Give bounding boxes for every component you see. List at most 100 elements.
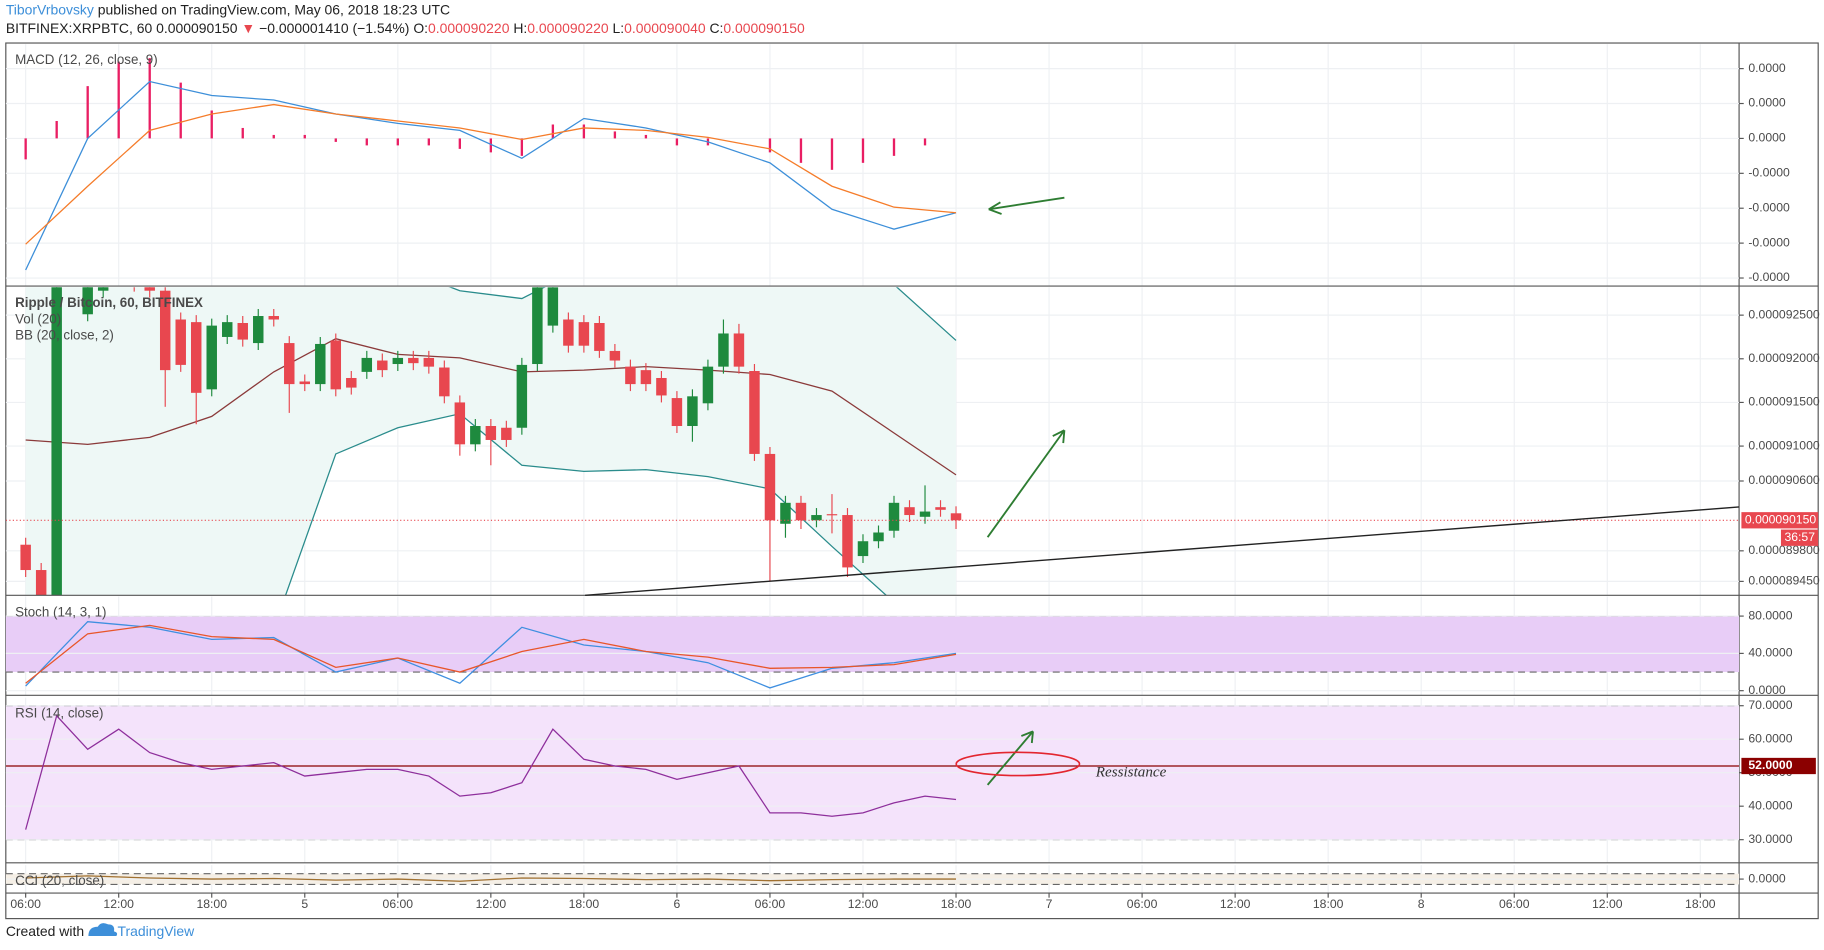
l-label: L: — [613, 20, 625, 36]
x-tick-label: 18:00 — [569, 897, 600, 911]
x-tick-label: 06:00 — [1499, 897, 1530, 911]
y-tick-label: 30.0000 — [1748, 832, 1792, 846]
candle-body — [222, 322, 233, 337]
series-line — [25, 338, 957, 476]
symbol: BITFINEX:XRPBTC, 60 — [6, 20, 153, 36]
candle-body — [501, 427, 512, 440]
x-tick-label: 06:00 — [383, 897, 414, 911]
x-tick-label: 6 — [674, 897, 681, 911]
y-tick-label: 40.0000 — [1748, 646, 1792, 660]
candle-body — [640, 370, 652, 385]
candle-body — [857, 541, 869, 557]
footer-created: Created with — [6, 923, 84, 939]
y-tick-label: 0.000091500 — [1748, 395, 1819, 409]
change: −0.000001410 (−1.54%) — [259, 20, 409, 36]
candle-body — [826, 514, 838, 516]
footer-brand[interactable]: TradingView — [117, 923, 195, 939]
y-tick-label: -0.0000 — [1748, 200, 1790, 214]
series-line — [25, 621, 957, 689]
candle-body — [268, 316, 279, 320]
candle-body — [547, 287, 559, 326]
o-value: 0.000090220 — [428, 20, 510, 36]
candle-body — [159, 290, 171, 371]
trendline — [585, 506, 1740, 597]
panel-title: Ripple / Bitcoin, 60, BITFINEX — [15, 295, 203, 310]
panel — [5, 267, 1740, 596]
published: published on TradingView.com, May 06, 20… — [98, 1, 450, 17]
candle-body — [423, 357, 435, 367]
x-tick-label: 12:00 — [848, 897, 879, 911]
panel-title: RSI (14, close) — [15, 705, 103, 720]
candle-body — [578, 322, 590, 346]
x-tick-label: 18:00 — [196, 897, 227, 911]
candle-body — [454, 402, 466, 445]
annotations: Ressistance — [585, 196, 1740, 786]
x-tick-label: 06:00 — [10, 897, 41, 911]
arrow — [986, 429, 1066, 538]
candle-body — [702, 366, 714, 404]
candle-body — [485, 426, 497, 440]
panel-subtitle: BB (20, close, 2) — [15, 328, 114, 343]
panel-subtitle: Vol (20) — [15, 311, 61, 326]
h-label: H: — [513, 20, 527, 36]
logo — [88, 923, 118, 937]
panel — [5, 44, 1740, 287]
candle-body — [190, 322, 202, 393]
y-tick-label: 80.0000 — [1748, 608, 1792, 622]
candle-body — [764, 453, 776, 521]
y-tick-label: -0.0000 — [1748, 270, 1790, 284]
candle-body — [950, 513, 962, 521]
panels: 0.0000 0.0000 0.0000 -0.0000 -0.0000 -0.0000 -… — [5, 44, 1820, 911]
candle-body — [439, 367, 450, 397]
candle-body — [20, 544, 31, 571]
x-tick-label: 06:00 — [1127, 897, 1158, 911]
candle-body — [299, 381, 311, 385]
header-line: TiborVrbovsky published on TradingView.c… — [6, 1, 450, 17]
candle-body — [904, 507, 915, 516]
candle-body — [206, 325, 217, 390]
resistance-label: Ressistance — [1095, 765, 1167, 781]
x-tick-label: 5 — [301, 897, 308, 911]
c-value: 0.000090150 — [723, 20, 805, 36]
x-tick-label: 12:00 — [476, 897, 507, 911]
y-tick-label: 40.0000 — [1748, 798, 1792, 812]
candle-body — [392, 357, 404, 365]
author[interactable]: TiborVrbovsky — [6, 1, 94, 17]
candle-body — [470, 426, 481, 445]
y-tick-label: 0.000092000 — [1748, 351, 1819, 365]
candle-body — [656, 377, 667, 396]
candle-body — [408, 357, 419, 364]
candle-body — [284, 343, 295, 385]
candle-body — [919, 511, 931, 517]
candle-body — [873, 532, 884, 542]
resistance-ellipse — [955, 751, 1081, 777]
panel — [5, 865, 1740, 894]
candle-body — [594, 322, 605, 351]
y-tick-label: 0.000092500 — [1748, 307, 1819, 321]
arrow — [986, 730, 1034, 786]
h-value: 0.000090220 — [527, 20, 609, 36]
y-tick-label: 60.0000 — [1748, 731, 1792, 745]
candle-body — [563, 319, 574, 346]
x-tick-label: 7 — [1046, 897, 1053, 911]
countdown-box — [1780, 529, 1819, 546]
candle-body — [749, 371, 760, 454]
y-tick-label: 0.0000 — [1748, 96, 1786, 110]
band — [5, 616, 1740, 673]
candle-body — [516, 364, 528, 428]
x-tick-label: 06:00 — [755, 897, 786, 911]
candle-body — [129, 267, 139, 284]
candle-body — [687, 396, 698, 427]
candle-body — [718, 333, 729, 367]
last-price-label: 0.000090150 — [1745, 512, 1816, 526]
x-tick-label: 18:00 — [1313, 897, 1344, 911]
panel-title: MACD (12, 26, close, 9) — [15, 52, 158, 67]
series-line — [25, 624, 957, 684]
series-line — [25, 714, 957, 830]
l-value: 0.000090040 — [624, 20, 706, 36]
y-tick-label: 0.000089450 — [1748, 574, 1819, 588]
candle-body — [82, 287, 93, 315]
panel-title: Stoch (14, 3, 1) — [15, 604, 106, 619]
candle-body — [237, 322, 248, 340]
